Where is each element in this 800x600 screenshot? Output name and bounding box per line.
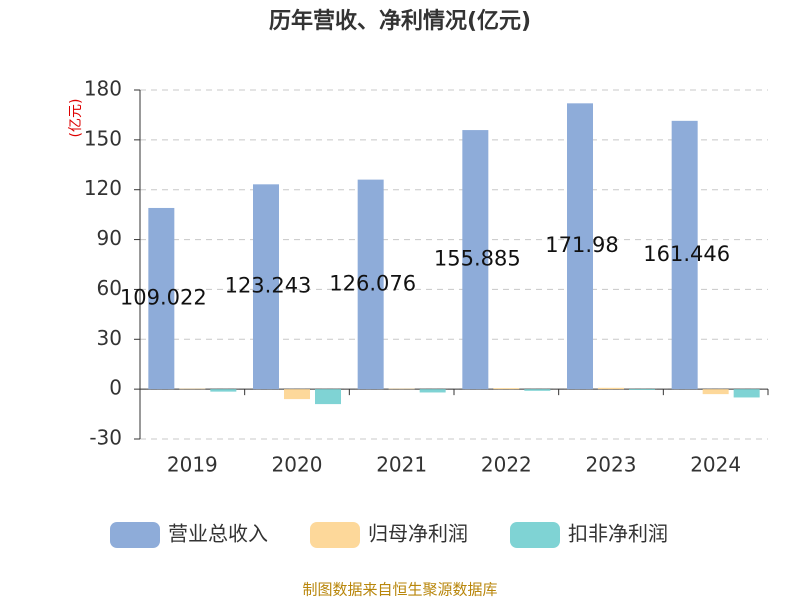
x-tick-label: 2024 xyxy=(690,453,741,477)
y-tick-label: 90 xyxy=(97,226,122,250)
x-tick-label: 2019 xyxy=(167,453,218,477)
y-tick-label: 30 xyxy=(97,326,122,350)
bar xyxy=(493,388,520,390)
value-label: 123.243 xyxy=(225,274,312,298)
bar xyxy=(567,103,593,390)
legend-label: 营业总收入 xyxy=(168,522,268,546)
value-label: 161.446 xyxy=(643,242,730,266)
bar xyxy=(733,389,760,398)
bar xyxy=(357,179,384,390)
value-label: 155.885 xyxy=(434,247,521,271)
y-tick-label: -30 xyxy=(89,426,122,450)
legend-swatch xyxy=(110,522,160,548)
bar xyxy=(598,387,624,390)
value-label: 126.076 xyxy=(329,271,416,295)
x-tick-label: 2021 xyxy=(376,453,427,477)
bar xyxy=(148,207,175,390)
legend-label: 扣非净利润 xyxy=(568,522,668,546)
x-tick-label: 2020 xyxy=(272,453,323,477)
y-tick-label: 60 xyxy=(97,276,122,300)
bar xyxy=(253,184,279,390)
bar xyxy=(284,389,310,400)
bar xyxy=(671,120,698,390)
value-label: 109.022 xyxy=(120,286,207,310)
bar xyxy=(524,389,551,391)
bar xyxy=(419,389,446,393)
bar xyxy=(629,389,655,390)
x-tick-label: 2023 xyxy=(586,453,637,477)
legend-label: 归母净利润 xyxy=(368,522,468,546)
legend-swatch xyxy=(510,522,560,548)
legend-swatch xyxy=(310,522,360,548)
chart-title: 历年营收、净利情况(亿元) xyxy=(269,8,531,34)
bar xyxy=(210,389,237,392)
y-tick-label: 120 xyxy=(84,176,122,200)
x-tick-label: 2022 xyxy=(481,453,532,477)
y-tick-label: 150 xyxy=(84,126,122,150)
bar xyxy=(462,130,489,390)
bar xyxy=(702,389,729,395)
source-note: 制图数据来自恒生聚源数据库 xyxy=(302,581,497,599)
y-tick-label: 0 xyxy=(109,376,122,400)
y-tick-label: 180 xyxy=(84,77,122,101)
bar xyxy=(315,389,341,405)
value-label: 171.98 xyxy=(545,233,618,257)
y-axis-label: (亿元) xyxy=(68,99,84,138)
